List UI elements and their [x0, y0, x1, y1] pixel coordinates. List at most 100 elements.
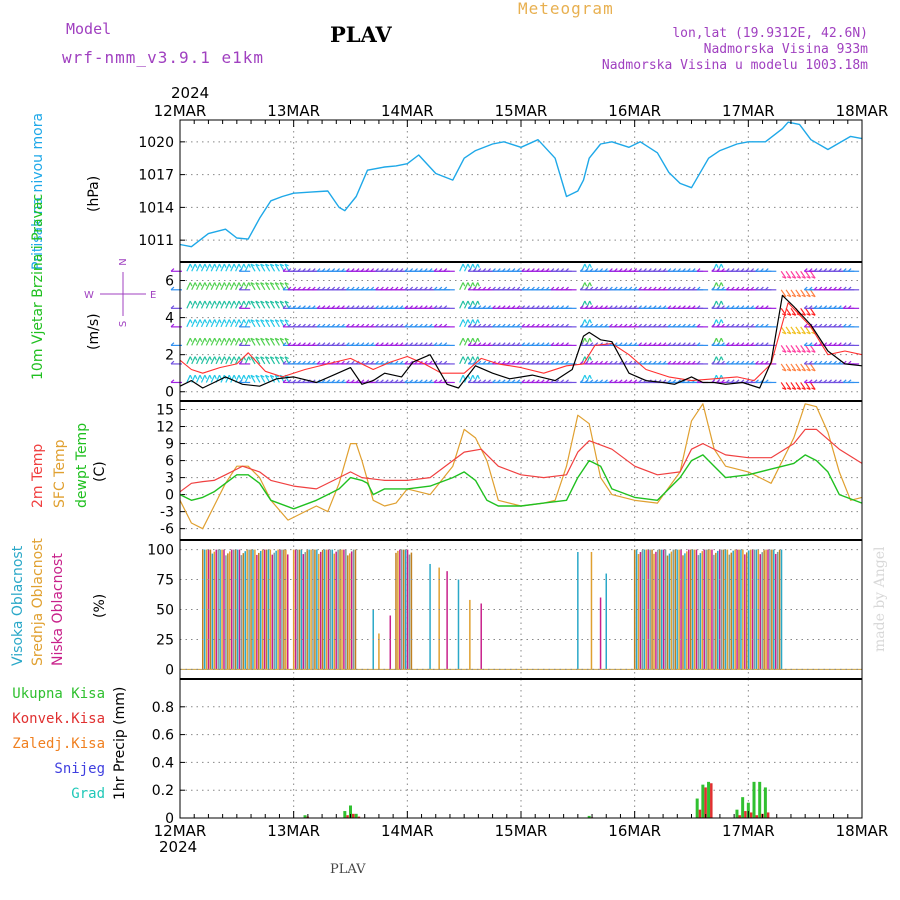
wind-barb-flag — [284, 300, 289, 304]
wind-barb — [264, 375, 271, 383]
wind-barb-flag — [311, 268, 316, 272]
precip-total-bar — [758, 781, 762, 818]
wind-barb-flag — [384, 379, 389, 383]
wind-barb — [210, 337, 216, 346]
wind-barb-flag — [501, 360, 506, 365]
wind-barb — [200, 263, 206, 272]
wind-barb-flag — [618, 360, 623, 365]
wind-barb-flag — [443, 360, 448, 365]
wind-barb-flag — [589, 319, 592, 324]
wind-barb — [790, 307, 797, 316]
time-label-top: 17MAR — [722, 102, 775, 120]
wind-barb-flag — [223, 300, 227, 305]
wind-barb-flag — [248, 263, 251, 268]
compass-n: N — [118, 258, 129, 265]
wind-barb-flag — [438, 379, 443, 383]
wind-barb — [790, 363, 797, 372]
wind-barb-flag — [375, 360, 379, 365]
wind-barb-flag — [545, 379, 550, 383]
wind-barb — [800, 289, 806, 298]
wind-barb-flag — [238, 286, 243, 291]
wind-barb-flag — [194, 374, 198, 380]
wind-barb — [225, 319, 230, 328]
wind-barb-flag — [467, 305, 472, 309]
wind-barb — [274, 282, 280, 291]
wind-barb-flag — [467, 282, 471, 287]
wind-barb-flag — [782, 350, 787, 353]
wind-barb — [200, 337, 206, 346]
wind-barb-flag — [255, 300, 260, 304]
wind-barb-flag — [811, 276, 816, 279]
wind-barb — [463, 356, 469, 365]
wind-barb-flag — [360, 286, 365, 291]
wind-barb-flag — [613, 268, 618, 272]
wind-barb-flag — [740, 268, 745, 272]
wind-barb-flag — [419, 305, 423, 309]
wind-barb-flag — [725, 286, 730, 291]
wind-barb-flag — [715, 319, 719, 324]
wind-barb-flag — [531, 268, 535, 272]
wind-barb-flag — [803, 379, 808, 383]
wind-barb — [210, 263, 216, 272]
wind-barb-flag — [801, 368, 806, 372]
wind-barb-flag — [833, 286, 837, 291]
wind-barb — [210, 356, 216, 365]
wind-barb-flag — [243, 374, 247, 380]
temp-2m-line — [179, 428, 863, 493]
wind-barb-flag — [414, 268, 418, 272]
wind-barb-flag — [745, 268, 750, 272]
wind-barb-flag — [375, 379, 379, 383]
wind-barb-flag — [228, 300, 232, 305]
wind-barb-flag — [760, 342, 764, 346]
legend-convective: Konvek.Kisa — [12, 711, 105, 727]
legend-hail: Grad — [71, 786, 105, 802]
precip-total-bar — [587, 815, 591, 818]
wind-barb-flag — [806, 313, 811, 316]
wind-barb-flag — [214, 337, 217, 342]
precip-conv-bar — [346, 815, 349, 818]
wind-barb — [235, 300, 240, 309]
wind-barb-flag — [545, 342, 550, 346]
wind-barb-flag — [350, 379, 355, 383]
wind-barb-flag — [472, 337, 476, 342]
wind-barb-flag — [260, 300, 265, 304]
wind-barb — [800, 363, 806, 372]
wind-barb-flag — [214, 282, 217, 287]
wind-barb-flag — [623, 360, 628, 365]
wind-barb-flag — [472, 342, 477, 346]
wind-barb — [264, 337, 271, 346]
wind-barb-flag — [782, 313, 787, 316]
wind-barb-flag — [423, 342, 428, 346]
wind-barb-flag — [419, 286, 423, 291]
wind-barb-flag — [801, 294, 806, 298]
wind-barb-flag — [487, 268, 491, 272]
legend-frozen: Zaledj.Kisa — [12, 736, 105, 752]
wind-barb-flag — [647, 342, 652, 346]
wind-barb-flag — [214, 319, 217, 324]
wind-barb-flag — [223, 319, 227, 324]
wind-barb-flag — [589, 356, 592, 361]
wind-barb-flag — [409, 286, 414, 291]
wind-barb-flag — [350, 305, 355, 309]
wind-barb-flag — [238, 360, 243, 365]
wind-barb-flag — [764, 379, 769, 383]
wind-barb-flag — [604, 268, 608, 272]
wind-barb-flag — [833, 342, 837, 346]
time-label-bottom: 17MAR — [722, 822, 775, 840]
wind-barb-flag — [302, 323, 306, 328]
wind-barb-flag — [813, 342, 818, 346]
wind-barb-flag — [384, 323, 389, 328]
precip-total-bar — [763, 787, 767, 818]
wind-barb — [200, 374, 206, 383]
wind-barb-flag — [540, 379, 545, 383]
wind-barb-flag — [477, 305, 482, 309]
wind-barb-flag — [492, 305, 496, 309]
wind-barb-flag — [716, 360, 720, 365]
wind-barb-flag — [599, 286, 604, 291]
wind-axis-label: 10m Vjetar Brzina i Pravac — [30, 194, 46, 380]
wind-barb-flag — [560, 268, 565, 272]
wind-barb-flag — [847, 305, 852, 309]
wind-barb-flag — [443, 323, 448, 328]
wind-barb-flag — [657, 268, 662, 272]
wind-barb-flag — [545, 323, 550, 328]
